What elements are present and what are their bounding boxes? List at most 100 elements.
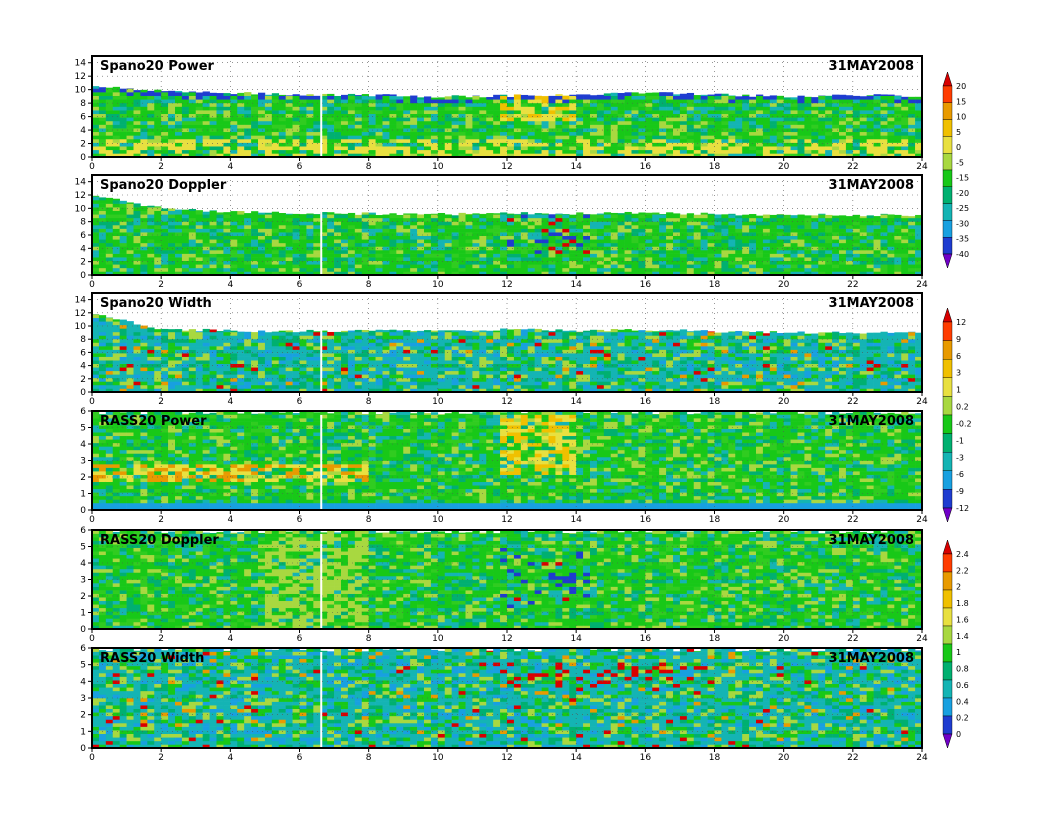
heatmap-cell xyxy=(686,225,695,229)
heatmap-cell xyxy=(195,239,203,244)
heatmap-cell xyxy=(742,120,750,125)
heatmap-cell xyxy=(202,120,210,125)
heatmap-cell xyxy=(354,264,363,269)
heatmap-cell xyxy=(472,239,480,244)
heatmap-cell xyxy=(251,225,259,229)
heatmap-cell xyxy=(271,99,280,104)
heatmap-cell xyxy=(534,120,542,125)
heatmap-cell xyxy=(500,221,508,226)
heatmap-cell xyxy=(154,338,162,343)
heatmap-cell xyxy=(541,235,549,240)
heatmap-cell xyxy=(403,113,411,118)
heatmap-cell xyxy=(617,264,625,269)
heatmap-cell xyxy=(105,353,114,357)
heatmap-cell xyxy=(797,142,805,147)
heatmap-cell xyxy=(299,149,307,154)
heatmap-cell xyxy=(437,120,446,125)
heatmap-cell xyxy=(92,200,100,204)
heatmap-cell xyxy=(424,142,432,147)
heatmap-cell xyxy=(188,329,197,333)
heatmap-cell xyxy=(168,146,176,151)
heatmap-cell xyxy=(887,124,895,129)
heatmap-cell xyxy=(700,99,708,104)
heatmap-cell xyxy=(306,120,314,125)
heatmap-cell xyxy=(610,124,618,129)
heatmap-cell xyxy=(119,349,127,354)
heatmap-cell xyxy=(603,106,612,111)
heatmap-cell xyxy=(430,217,439,222)
heatmap-cell xyxy=(811,102,819,107)
heatmap-cell xyxy=(638,267,646,272)
heatmap-cell xyxy=(147,353,155,357)
heatmap-cell xyxy=(603,217,612,222)
heatmap-cell xyxy=(126,346,134,350)
heatmap-cell xyxy=(520,124,529,129)
heatmap-cell xyxy=(880,102,888,107)
heatmap-cell xyxy=(258,146,266,151)
heatmap-cell xyxy=(472,149,480,154)
heatmap-cell xyxy=(728,138,736,143)
heatmap-cell xyxy=(548,264,556,269)
heatmap-cell xyxy=(223,146,231,151)
heatmap-cell xyxy=(908,96,916,100)
heatmap-cell xyxy=(845,149,854,154)
heatmap-cell xyxy=(119,253,127,258)
heatmap-cell xyxy=(92,367,100,372)
heatmap-cell xyxy=(590,232,598,237)
heatmap-cell xyxy=(347,225,356,229)
heatmap-cell xyxy=(631,117,639,122)
heatmap-cell xyxy=(804,225,812,229)
heatmap-cell xyxy=(154,360,162,365)
heatmap-cell xyxy=(306,214,314,219)
heatmap-cell xyxy=(334,106,342,111)
heatmap-cell xyxy=(98,197,107,201)
heatmap-cell xyxy=(603,99,612,104)
heatmap-cell xyxy=(652,135,660,140)
heatmap-cell xyxy=(126,250,134,254)
heatmap-cell xyxy=(341,124,349,129)
heatmap-cell xyxy=(105,207,114,212)
heatmap-cell xyxy=(278,214,286,219)
heatmap-cell xyxy=(278,377,286,382)
heatmap-cell xyxy=(92,88,100,93)
heatmap-cell xyxy=(603,95,612,100)
heatmap-cell xyxy=(458,146,466,151)
heatmap-cell xyxy=(354,131,363,136)
heatmap-cell xyxy=(818,246,826,251)
heatmap-cell xyxy=(417,146,425,151)
heatmap-cell xyxy=(424,267,432,272)
heatmap-cell xyxy=(790,138,798,143)
heatmap-cell xyxy=(520,135,529,140)
heatmap-cell xyxy=(347,228,356,233)
heatmap-cell xyxy=(673,257,681,262)
heatmap-cell xyxy=(458,138,466,143)
heatmap-cell xyxy=(175,102,183,107)
heatmap-cell xyxy=(700,250,708,254)
heatmap-cell xyxy=(507,217,515,222)
heatmap-cell xyxy=(652,235,660,240)
heatmap-cell xyxy=(714,228,722,233)
heatmap-cell xyxy=(908,242,916,247)
heatmap-cell xyxy=(479,264,487,269)
heatmap-cell xyxy=(548,135,556,140)
heatmap-cell xyxy=(251,117,259,122)
heatmap-cell xyxy=(133,235,141,240)
heatmap-cell xyxy=(762,110,771,115)
heatmap-cell xyxy=(617,253,625,258)
heatmap-cell xyxy=(617,246,625,251)
heatmap-cell xyxy=(880,257,888,262)
heatmap-cell xyxy=(437,110,446,115)
heatmap-cell xyxy=(306,102,314,107)
heatmap-cell xyxy=(278,217,286,222)
heatmap-cell xyxy=(299,142,307,147)
heatmap-cell xyxy=(700,232,708,237)
heatmap-cell xyxy=(590,117,598,122)
heatmap-cell xyxy=(299,99,307,104)
heatmap-cell xyxy=(140,374,148,379)
heatmap-cell xyxy=(140,346,148,350)
heatmap-cell xyxy=(188,235,197,240)
heatmap-cell xyxy=(493,217,501,222)
heatmap-cell xyxy=(119,203,127,208)
heatmap-cell xyxy=(202,264,210,269)
heatmap-cell xyxy=(617,138,625,143)
